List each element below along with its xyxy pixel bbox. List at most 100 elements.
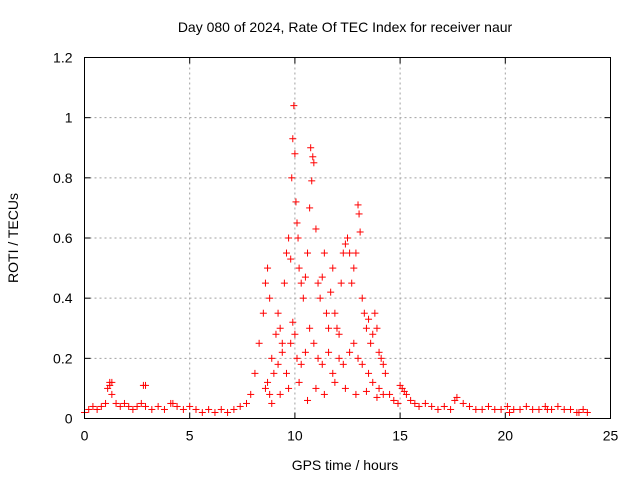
ticks-layer: 0 5 10 15 20 25 0 0.2 0.4 0.6 0.8 1 1.2 [53, 50, 618, 444]
data-point [304, 249, 312, 257]
data-point [301, 348, 309, 356]
data-point [329, 264, 337, 272]
data-point [133, 402, 141, 410]
data-point [341, 240, 349, 248]
data-point [276, 390, 284, 398]
data-point [371, 309, 379, 317]
data-point [282, 369, 290, 377]
data-point [102, 399, 110, 407]
y-tick-label: 1 [65, 110, 73, 126]
data-point [192, 405, 200, 413]
data-point [306, 324, 314, 332]
data-point [301, 273, 309, 281]
x-tick-label: 5 [186, 428, 194, 444]
data-point [459, 399, 467, 407]
data-point [261, 384, 269, 392]
data-point [290, 102, 298, 110]
data-point [355, 210, 363, 218]
data-point [97, 402, 105, 410]
data-point [322, 309, 330, 317]
data-point [268, 354, 276, 362]
data-point [169, 399, 177, 407]
data-point [335, 330, 343, 338]
data-point [394, 399, 402, 407]
data-point [396, 381, 404, 389]
data-point [280, 279, 288, 287]
data-point [358, 294, 366, 302]
data-point [278, 348, 286, 356]
data-point [299, 294, 307, 302]
data-point [497, 405, 505, 413]
data-point [285, 384, 293, 392]
data-point [466, 402, 474, 410]
data-point [373, 393, 381, 401]
data-point [381, 369, 389, 377]
data-point [535, 405, 543, 413]
data-point [297, 279, 305, 287]
data-point [294, 234, 302, 242]
data-point [274, 309, 282, 317]
data-point [350, 339, 358, 347]
data-point [112, 399, 120, 407]
data-point [367, 339, 375, 347]
x-tick-label: 25 [603, 428, 619, 444]
data-point [365, 315, 373, 323]
data-point [362, 324, 370, 332]
data-point [415, 402, 423, 410]
data-point [360, 309, 368, 317]
data-point [310, 159, 318, 167]
data-point [314, 354, 322, 362]
data-point [285, 234, 293, 242]
data-point [264, 264, 272, 272]
data-point [186, 402, 194, 410]
data-point [289, 135, 297, 143]
data-point [148, 405, 156, 413]
data-point [276, 324, 284, 332]
x-tick-label: 0 [81, 428, 89, 444]
data-point [434, 405, 442, 413]
data-point [125, 402, 133, 410]
y-axis-label: ROTI / TECUs [5, 193, 21, 283]
data-point [369, 378, 377, 386]
data-point [320, 249, 328, 257]
data-point [259, 309, 267, 317]
data-point [318, 360, 326, 368]
data-point [352, 390, 360, 398]
data-point [346, 249, 354, 257]
data-point [89, 402, 97, 410]
data-point [320, 390, 328, 398]
data-point [407, 396, 415, 404]
data-point [278, 339, 286, 347]
data-point [369, 330, 377, 338]
x-tick-label: 10 [287, 428, 303, 444]
data-point [358, 360, 366, 368]
data-point [217, 405, 225, 413]
data-point [116, 402, 124, 410]
data-point [310, 339, 318, 347]
data-point [160, 405, 168, 413]
data-point [266, 294, 274, 302]
data-point [506, 408, 514, 416]
data-point [339, 249, 347, 257]
data-point [291, 330, 299, 338]
data-point [516, 405, 524, 413]
data-point [282, 249, 290, 257]
data-point [352, 249, 360, 257]
data-point [333, 324, 341, 332]
data-point [261, 279, 269, 287]
data-point [211, 408, 219, 416]
data-point [325, 348, 333, 356]
data-point [108, 390, 116, 398]
data-point [362, 387, 370, 395]
data-point [379, 390, 387, 398]
data-point [560, 405, 568, 413]
data-point [428, 402, 436, 410]
data-point [365, 369, 373, 377]
data-point [289, 318, 297, 326]
data-point [173, 402, 181, 410]
data-point [179, 405, 187, 413]
data-point [308, 177, 316, 185]
y-tick-label: 0.8 [53, 170, 73, 186]
data-point [272, 330, 280, 338]
